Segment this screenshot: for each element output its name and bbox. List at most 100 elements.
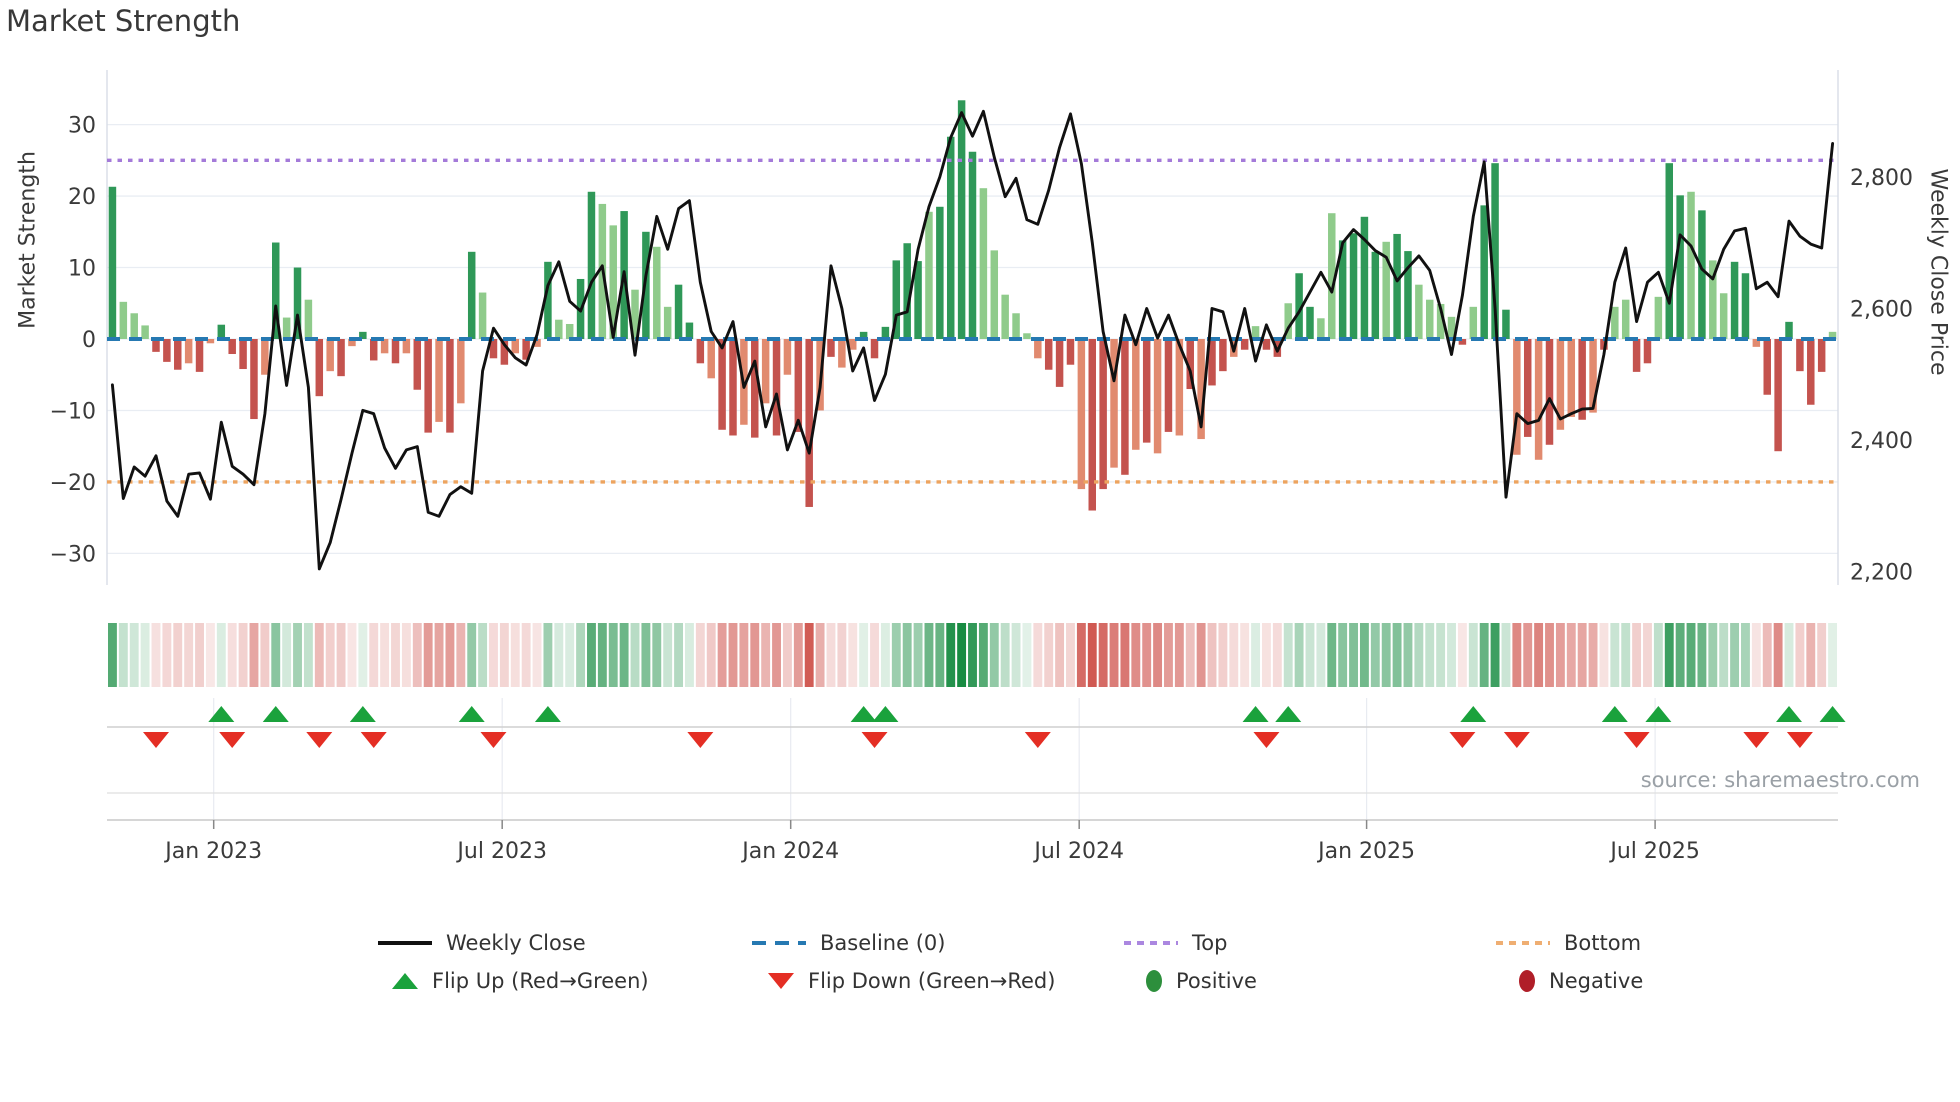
heatmap-cell — [804, 623, 814, 687]
strength-bar — [195, 339, 204, 372]
heatmap-cell — [685, 623, 694, 687]
strength-bar — [685, 322, 694, 339]
strength-bar — [435, 339, 443, 422]
heatmap-cell — [891, 623, 901, 687]
strength-bar — [489, 339, 498, 359]
flip-up-marker — [534, 706, 561, 722]
strength-bar — [555, 319, 563, 339]
strength-bar — [424, 339, 432, 433]
heatmap-cell — [880, 623, 890, 687]
strength-bar — [968, 151, 977, 339]
x-tick-label: Jul 2024 — [1032, 839, 1124, 864]
heatmap-cell — [303, 623, 313, 687]
heatmap-cell — [1370, 623, 1380, 687]
heatmap-cell — [445, 623, 455, 687]
heatmap-cell — [1610, 623, 1620, 687]
flip-down-marker — [1503, 732, 1530, 748]
flip-up-triangle-icon — [392, 973, 418, 989]
legend-label: Bottom — [1564, 931, 1642, 955]
strength-bar — [1709, 260, 1717, 339]
heatmap-cell — [957, 623, 967, 687]
strength-bar — [805, 339, 813, 507]
heatmap-cell — [1174, 623, 1184, 687]
strength-bar — [565, 323, 574, 339]
heatmap-cell — [282, 623, 292, 687]
source-attribution: source: sharemaestro.com — [1640, 768, 1920, 792]
heatmap-cell — [1697, 623, 1707, 687]
heatmap-cell — [989, 623, 999, 687]
weekly-close-line — [110, 109, 1835, 571]
strength-bar — [1687, 191, 1695, 339]
strength-bar — [761, 339, 770, 404]
heatmap-cell — [782, 623, 792, 687]
heatmap-cell — [761, 623, 771, 687]
flip-down-marker — [306, 732, 333, 748]
strength-bar — [1545, 339, 1554, 445]
heatmap-cell — [1153, 623, 1163, 687]
strength-bar — [1404, 251, 1412, 339]
heatmap-cell — [663, 623, 673, 687]
legend-label: Positive — [1176, 969, 1257, 993]
strength-bar — [1698, 210, 1706, 339]
top-dotted-swatch — [1124, 940, 1178, 946]
strength-bar — [467, 251, 476, 339]
heatmap-cell — [1022, 623, 1032, 687]
flip-up-marker — [1601, 706, 1628, 722]
heatmap-cell — [1098, 623, 1108, 687]
strength-bar — [1262, 339, 1271, 350]
strength-bar — [609, 225, 617, 339]
heatmap-cell — [554, 623, 564, 687]
heatmap-cell — [140, 623, 150, 687]
strength-bar — [1458, 339, 1467, 345]
heatmap-cell — [1512, 623, 1522, 687]
heatmap-cell — [401, 623, 411, 687]
strength-bar — [1785, 321, 1793, 339]
heatmap-cell — [1751, 623, 1761, 687]
price-line — [110, 109, 1835, 571]
heatmap-cell — [1762, 623, 1772, 687]
strength-bar — [1556, 339, 1565, 430]
flip-down-triangle-icon — [768, 973, 794, 989]
weekly-close-line-swatch — [378, 941, 432, 945]
strength-bar — [282, 317, 291, 339]
heatmap-cell — [1828, 623, 1837, 687]
strength-bar — [1817, 339, 1826, 372]
strength-bar — [1621, 299, 1630, 339]
heatmap-cell — [1403, 623, 1413, 687]
heatmap-cell — [859, 623, 869, 687]
right-tick-label: 2,400 — [1850, 429, 1913, 454]
heatmap-cell — [1055, 623, 1065, 687]
strength-bar — [184, 339, 193, 364]
strength-bar — [1469, 306, 1478, 339]
strength-bar — [1774, 339, 1782, 452]
strength-bar — [369, 339, 378, 361]
right-tick-label: 2,200 — [1850, 561, 1913, 586]
heatmap-cell — [1545, 623, 1554, 687]
heatmap-cell — [521, 623, 531, 687]
strength-bar — [359, 331, 367, 339]
strength-bar — [881, 326, 890, 339]
heatmap-cell — [1675, 623, 1685, 687]
strength-bar — [794, 339, 803, 432]
heatmap-cell — [456, 623, 466, 687]
heatmap-cell — [848, 623, 858, 687]
strength-bar — [1436, 303, 1445, 339]
legend-label: Weekly Close — [446, 931, 586, 955]
x-tick-label: Jan 2025 — [1316, 839, 1415, 864]
heatmap-cell — [1523, 623, 1533, 687]
strength-bar — [1480, 205, 1488, 339]
heatmap-cell — [489, 623, 498, 687]
heatmap-cell — [1327, 623, 1337, 687]
strength-bar — [696, 339, 705, 364]
heatmap-cell — [1196, 623, 1206, 687]
heatmap-cell — [1719, 623, 1729, 687]
flip-down-marker — [219, 732, 246, 748]
strength-bar — [718, 339, 726, 430]
strength-bar — [1796, 339, 1804, 372]
heatmap-cell — [1044, 623, 1054, 687]
strength-bar — [729, 339, 737, 436]
negative-dot-icon — [1519, 970, 1535, 992]
heatmap-cell — [750, 623, 760, 687]
strength-bar — [1676, 195, 1684, 339]
strength-bar — [1284, 303, 1292, 339]
